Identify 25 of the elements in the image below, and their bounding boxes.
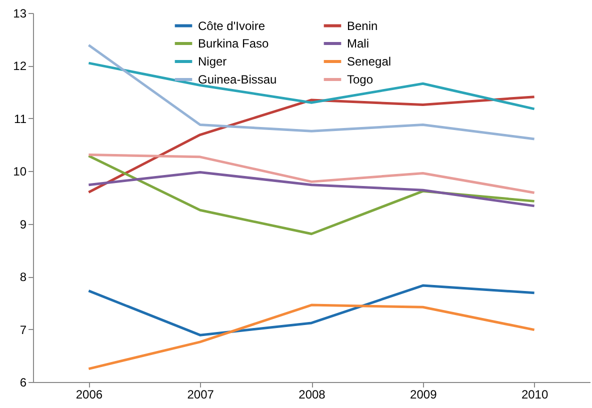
y-tick-label: 13 xyxy=(13,6,27,20)
y-tick-label: 12 xyxy=(13,59,27,74)
legend-label: Benin xyxy=(347,18,378,33)
legend-label: Burkina Faso xyxy=(198,36,270,50)
x-tick-label: 2010 xyxy=(521,388,548,402)
y-tick-label: 10 xyxy=(13,164,27,179)
x-tick-label: 2006 xyxy=(76,388,103,402)
line-series xyxy=(87,304,536,370)
y-tick-label: 7 xyxy=(20,322,27,337)
y-tick-label: 6 xyxy=(20,376,27,390)
line-series xyxy=(87,154,536,194)
legend-label: Senegal xyxy=(347,54,392,68)
legend-label: Mali xyxy=(347,36,370,50)
legend-label: Côte d'Ivoire xyxy=(198,18,266,33)
legend-label: Niger xyxy=(198,54,227,68)
y-tick-label: 9 xyxy=(20,217,27,232)
line-series xyxy=(87,284,536,336)
legend-label: Guinea-Bissau xyxy=(198,72,277,86)
x-tick-label: 2009 xyxy=(410,388,438,402)
legend-label: Togo xyxy=(347,72,374,86)
x-tick-label: 2008 xyxy=(298,388,326,402)
x-tick-label: 2007 xyxy=(187,388,214,402)
line-series xyxy=(87,170,536,208)
y-tick-label: 11 xyxy=(14,112,27,126)
y-tick-label: 8 xyxy=(20,270,27,284)
